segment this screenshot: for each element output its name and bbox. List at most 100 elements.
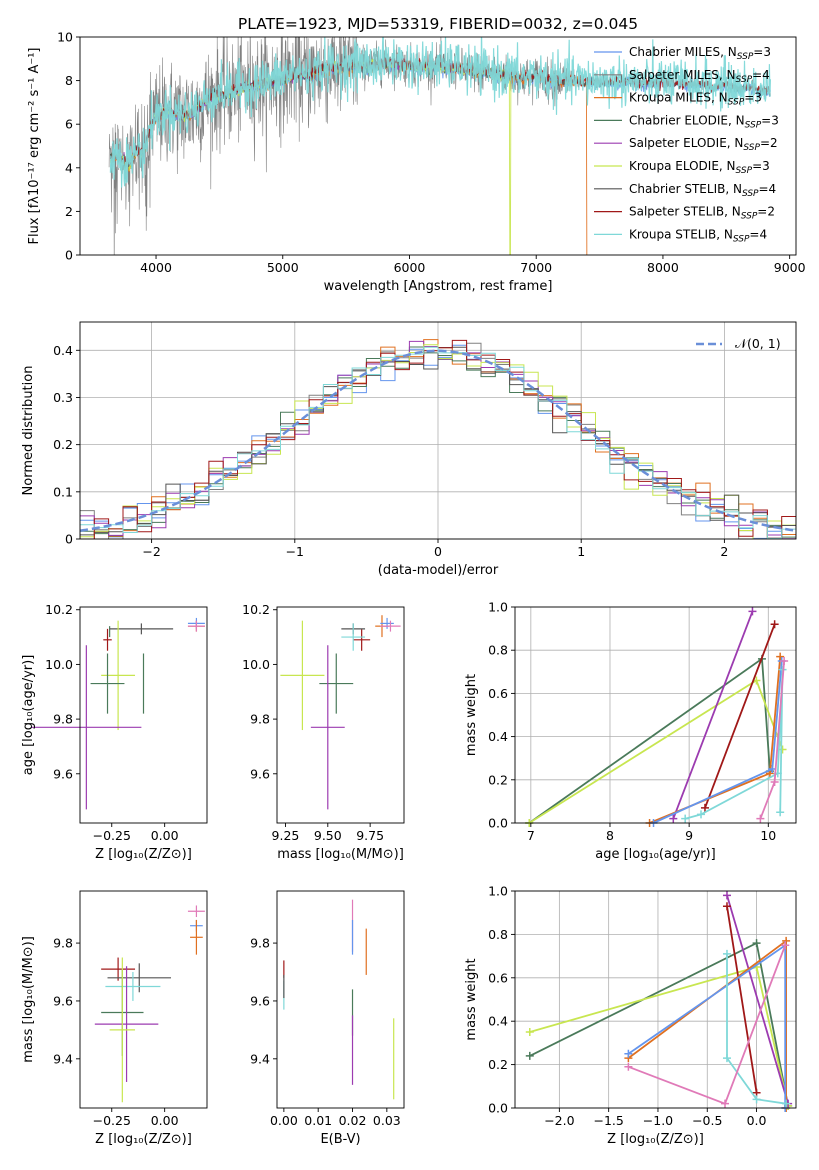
y-tick-label: 4 bbox=[65, 160, 73, 175]
weight-series-line bbox=[726, 906, 758, 1093]
errorbar-point bbox=[190, 919, 203, 955]
legend-label: Kroupa MILES, NSSP=3 bbox=[629, 91, 762, 108]
gaussian-legend-label: 𝒩(0, 1) bbox=[735, 336, 781, 351]
weight-marker bbox=[722, 949, 731, 958]
weight-marker bbox=[525, 1051, 534, 1060]
weight-marker bbox=[697, 810, 706, 819]
weight-marker bbox=[721, 1099, 730, 1108]
y-tick-label: 0.8 bbox=[488, 643, 508, 658]
x-tick-label: −1.0 bbox=[643, 1113, 673, 1128]
errorbar-point bbox=[187, 620, 205, 632]
model-spectrum-line bbox=[109, 58, 588, 255]
weight-series-line bbox=[726, 895, 789, 1104]
weight-marker bbox=[722, 891, 731, 900]
x-tick-label: 9.75 bbox=[356, 828, 384, 843]
y-tick-label: 9.4 bbox=[250, 1051, 270, 1066]
y-tick-label: 0.4 bbox=[488, 1014, 508, 1029]
weight-marker bbox=[776, 808, 785, 817]
y-tick-label: 0.6 bbox=[488, 686, 508, 701]
gaussian-curve bbox=[80, 349, 794, 532]
x-tick-label: −0.25 bbox=[93, 828, 131, 843]
weight-marker bbox=[778, 745, 787, 754]
y-tick-label: 10.2 bbox=[45, 602, 73, 617]
errorbar-point bbox=[90, 653, 125, 714]
spectrum-plot-area bbox=[108, 37, 771, 255]
axes-frame bbox=[514, 606, 797, 824]
x-tick-label: 6000 bbox=[394, 260, 426, 275]
figure-title: PLATE=1923, MJD=53319, FIBERID=0032, z=0… bbox=[238, 15, 638, 33]
y-tick-label: 1.0 bbox=[488, 884, 508, 899]
y-tick-label: 9.6 bbox=[53, 993, 73, 1008]
x-axis-label: E(B-V) bbox=[320, 1132, 360, 1147]
errorbar-point bbox=[103, 628, 112, 651]
legend-label: Chabrier STELIB, NSSP=4 bbox=[629, 182, 776, 199]
weight-marker bbox=[770, 777, 779, 786]
y-tick-label: 9.8 bbox=[250, 936, 270, 951]
y-tick-label: 8 bbox=[65, 73, 73, 88]
weight-marker bbox=[624, 1062, 633, 1071]
weight-marker bbox=[700, 803, 709, 812]
y-axis-label: Flux [fλ10⁻¹⁷ erg cm⁻² s⁻¹ A⁻¹] bbox=[27, 48, 42, 245]
weight-marker bbox=[782, 936, 791, 945]
y-axis-label: mass weight bbox=[464, 674, 479, 756]
legend-label: Salpeter STELIB, NSSP=2 bbox=[629, 205, 775, 222]
errorbar-point bbox=[341, 623, 366, 651]
y-tick-label: 0.8 bbox=[488, 927, 508, 942]
y-tick-label: 10.2 bbox=[242, 602, 270, 617]
y-tick-label: 0.0 bbox=[488, 1101, 508, 1116]
x-tick-label: 0.02 bbox=[339, 1113, 367, 1128]
y-axis-label: mass [log₁₀(M/M⊙)] bbox=[21, 936, 36, 1063]
axes-frame bbox=[79, 606, 208, 824]
y-tick-label: 1.0 bbox=[488, 600, 508, 615]
x-tick-label: −2.0 bbox=[544, 1113, 574, 1128]
weight-marker bbox=[748, 607, 757, 616]
residuals-plot-area bbox=[80, 339, 796, 539]
axes-frame bbox=[276, 606, 405, 824]
weight-marker bbox=[681, 814, 690, 823]
legend-label: Salpeter MILES, NSSP=4 bbox=[629, 68, 770, 85]
x-tick-label: −1.5 bbox=[593, 1113, 623, 1128]
weight-marker bbox=[624, 1049, 633, 1058]
y-axis-label: Normed distribution bbox=[21, 366, 36, 496]
errorbar-point bbox=[94, 966, 159, 1082]
y-tick-label: 10.0 bbox=[242, 657, 270, 672]
errorbar-point bbox=[319, 653, 354, 714]
observed-spectrum-line bbox=[108, 37, 575, 255]
x-tick-label: 0.00 bbox=[270, 1113, 298, 1128]
errorbar-point bbox=[380, 617, 394, 629]
x-tick-label: 0.03 bbox=[373, 1113, 401, 1128]
axes-frame bbox=[79, 890, 208, 1109]
weight-marker bbox=[722, 902, 731, 911]
y-tick-label: 0.4 bbox=[53, 343, 73, 358]
x-tick-label: 9.50 bbox=[314, 828, 342, 843]
weight-series-line bbox=[704, 623, 776, 809]
x-tick-label: 0.00 bbox=[151, 828, 179, 843]
weight-series-line bbox=[672, 610, 754, 820]
weight-marker bbox=[782, 1099, 791, 1108]
x-tick-label: 5000 bbox=[267, 260, 299, 275]
errorbar-point bbox=[280, 620, 325, 731]
y-tick-label: 0.2 bbox=[53, 437, 73, 452]
spectrum-legend: Chabrier MILES, NSSP=3 Salpeter MILES, NS… bbox=[594, 45, 779, 244]
y-tick-label: 0.1 bbox=[53, 484, 73, 499]
x-tick-label: 1 bbox=[577, 544, 585, 559]
y-tick-label: 9.6 bbox=[250, 766, 270, 781]
x-tick-label: 8 bbox=[606, 828, 614, 843]
z-vs-age-panel: −0.25 0.00 9.6 9.8 10.0 10.2 Z [log₁₀(Z/Z⊙)] ag… bbox=[21, 602, 208, 862]
weight-marker bbox=[752, 1095, 761, 1104]
x-tick-label: 0.0 bbox=[747, 1113, 767, 1128]
errorbar-point bbox=[187, 905, 205, 918]
weight-marker bbox=[525, 1028, 534, 1037]
y-tick-label: 10 bbox=[57, 30, 73, 45]
panels: 4000 5000 6000 7000 8000 90000246810wavelengt… bbox=[21, 30, 806, 1148]
x-tick-label: 0.01 bbox=[304, 1113, 332, 1128]
x-tick-label: 9000 bbox=[774, 260, 806, 275]
age-vs-weight-panel: 7 8 9 10 0.0 0.2 0.4 0.6 0.8 1.0 age [log₁₀(age/yr… bbox=[464, 600, 797, 862]
model-spectrum-line bbox=[109, 37, 771, 188]
z-vs-mass-panel: −0.25 0.00 9.4 9.6 9.8 Z [log₁₀(Z/Z⊙)] mass [l… bbox=[21, 890, 208, 1147]
x-tick-label: 8000 bbox=[647, 260, 679, 275]
x-tick-label: 4000 bbox=[140, 260, 172, 275]
y-axis-label: age [log₁₀(age/yr)] bbox=[21, 655, 36, 776]
weight-series-line bbox=[726, 953, 787, 1105]
